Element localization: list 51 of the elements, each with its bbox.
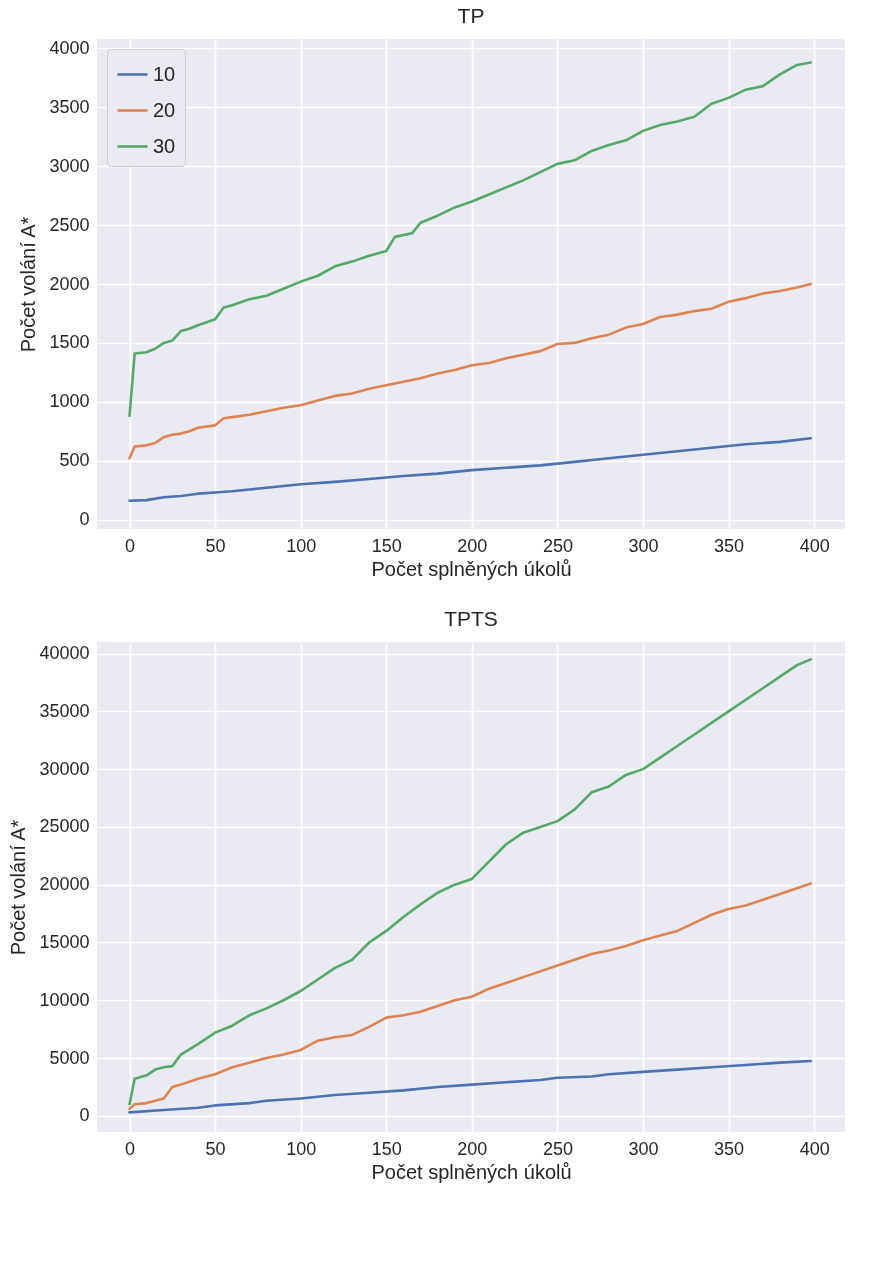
line-series	[128, 882, 813, 1111]
y-tick-label: 4000	[49, 37, 90, 58]
x-tick-label: 400	[799, 535, 830, 556]
y-tick-label: 1000	[49, 391, 90, 412]
line-series	[128, 61, 813, 418]
x-tick-label: 50	[205, 1138, 226, 1159]
x-tick-label: 150	[371, 1138, 402, 1159]
y-tick-label: 3000	[49, 155, 90, 176]
x-tick-label: 350	[714, 535, 745, 556]
x-tick-label: 0	[125, 1138, 136, 1159]
y-tick-label: 5000	[49, 1047, 90, 1068]
y-tick-label: 3500	[49, 96, 90, 117]
x-tick-label: 0	[125, 535, 136, 556]
y-tick-label: 10000	[39, 989, 90, 1010]
line-series	[128, 282, 813, 460]
y-tick-label: 30000	[39, 758, 90, 779]
y-axis-title: Počet volání A*	[7, 819, 30, 956]
x-tick-label: 200	[457, 1138, 488, 1159]
chart-title: TP	[457, 4, 485, 27]
chart-title: TPTS	[444, 607, 498, 630]
x-tick-label: 400	[799, 1138, 830, 1159]
x-tick-label: 350	[714, 1138, 745, 1159]
y-tick-label: 0	[79, 1105, 90, 1126]
legend-label: 10	[153, 62, 176, 85]
y-tick-label: 0	[79, 509, 90, 530]
legend-label: 20	[153, 98, 176, 121]
x-tick-label: 100	[286, 535, 317, 556]
y-tick-label: 20000	[39, 874, 90, 895]
y-tick-label: 2500	[49, 214, 90, 235]
x-tick-label: 100	[286, 1138, 317, 1159]
x-axis-title: Počet splněných úkolů	[371, 557, 572, 580]
y-tick-label: 1500	[49, 332, 90, 353]
line-series	[128, 1059, 813, 1114]
x-tick-label: 150	[371, 535, 402, 556]
x-axis-title: Počet splněných úkolů	[371, 1160, 572, 1183]
y-tick-label: 500	[59, 450, 90, 471]
line-series	[128, 658, 813, 1106]
x-tick-label: 250	[542, 535, 573, 556]
y-tick-label: 25000	[39, 816, 90, 837]
x-tick-label: 50	[205, 535, 226, 556]
line-series	[128, 437, 813, 503]
y-tick-label: 15000	[39, 931, 90, 952]
y-tick-label: 2000	[49, 273, 90, 294]
x-tick-label: 300	[628, 535, 659, 556]
x-tick-label: 200	[457, 535, 488, 556]
x-tick-label: 250	[542, 1138, 573, 1159]
y-axis-title: Počet volání A*	[17, 216, 40, 353]
x-tick-label: 300	[628, 1138, 659, 1159]
legend-label: 30	[153, 134, 176, 157]
y-tick-label: 40000	[39, 643, 90, 664]
y-tick-label: 35000	[39, 700, 90, 721]
